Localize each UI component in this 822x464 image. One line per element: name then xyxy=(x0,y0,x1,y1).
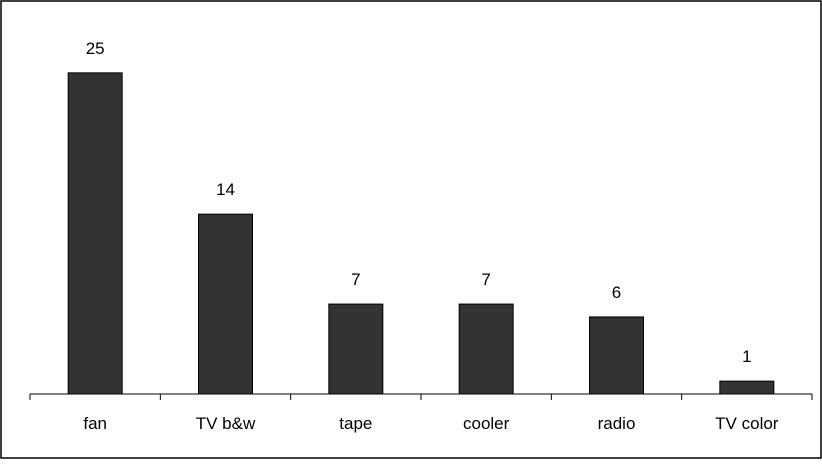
bar-cooler xyxy=(459,304,513,394)
data-label: 14 xyxy=(216,180,235,199)
data-label: 25 xyxy=(86,39,105,58)
bar-tape xyxy=(329,304,383,394)
data-label: 7 xyxy=(351,270,360,289)
category-label: radio xyxy=(598,414,636,433)
bar-radio xyxy=(590,317,644,394)
data-label: 7 xyxy=(481,270,490,289)
bar-tv-color xyxy=(720,381,774,394)
bar-fan xyxy=(68,73,122,394)
bar-tv-b-w xyxy=(199,214,253,394)
data-label: 1 xyxy=(742,347,751,366)
category-label: fan xyxy=(83,414,107,433)
category-label: TV color xyxy=(715,414,779,433)
category-label: TV b&w xyxy=(196,414,256,433)
category-label: tape xyxy=(339,414,372,433)
category-label: cooler xyxy=(463,414,510,433)
data-label: 6 xyxy=(612,283,621,302)
